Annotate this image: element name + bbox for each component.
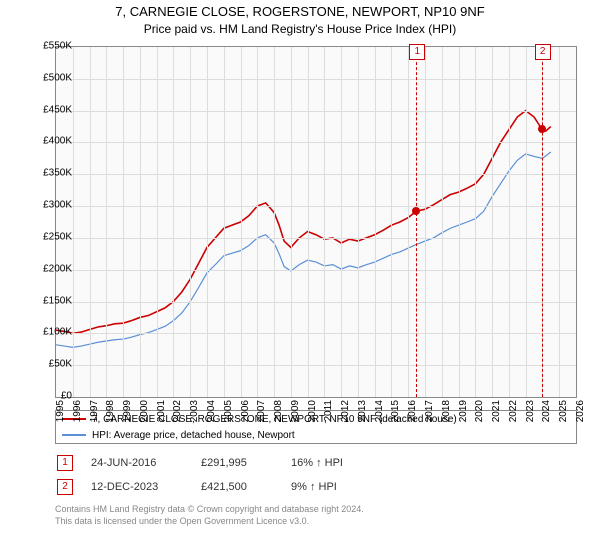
marker-dot xyxy=(538,125,546,133)
x-axis-label: 2006 xyxy=(240,400,251,440)
transaction-price: £291,995 xyxy=(201,457,291,469)
y-axis-label: £200K xyxy=(22,263,72,274)
x-axis-label: 2026 xyxy=(575,400,586,440)
y-axis-label: £450K xyxy=(22,104,72,115)
transaction-delta: 9% ↑ HPI xyxy=(291,481,381,493)
x-axis-label: 2013 xyxy=(357,400,368,440)
transaction-row: 1 24-JUN-2016 £291,995 16% ↑ HPI xyxy=(55,454,575,472)
footer-licence: This data is licensed under the Open Gov… xyxy=(55,516,575,527)
x-axis-label: 2024 xyxy=(541,400,552,440)
x-axis-label: 2019 xyxy=(458,400,469,440)
x-axis-label: 2002 xyxy=(172,400,183,440)
x-axis-label: 1997 xyxy=(89,400,100,440)
marker-box: 1 xyxy=(409,44,425,60)
marker-dot xyxy=(412,207,420,215)
x-axis-label: 2011 xyxy=(323,400,334,440)
transaction-row: 2 12-DEC-2023 £421,500 9% ↑ HPI xyxy=(55,478,575,496)
x-axis-label: 2005 xyxy=(223,400,234,440)
chart-container: { "title_line1": "7, CARNEGIE CLOSE, ROG… xyxy=(0,0,600,560)
x-axis-label: 2001 xyxy=(156,400,167,440)
marker-badge: 1 xyxy=(57,455,73,471)
y-axis-label: £100K xyxy=(22,327,72,338)
y-axis-label: £350K xyxy=(22,168,72,179)
x-axis-label: 2021 xyxy=(491,400,502,440)
transaction-price: £421,500 xyxy=(201,481,291,493)
line-chart-svg xyxy=(56,47,576,397)
x-axis-label: 1998 xyxy=(105,400,116,440)
x-axis-label: 2015 xyxy=(390,400,401,440)
marker-badge: 2 xyxy=(57,479,73,495)
plot-area: 12 xyxy=(55,46,577,398)
footer-copyright: Contains HM Land Registry data © Crown c… xyxy=(55,504,575,515)
x-axis-label: 2020 xyxy=(474,400,485,440)
y-axis-label: £50K xyxy=(22,359,72,370)
y-axis-label: £150K xyxy=(22,295,72,306)
chart-title-address: 7, CARNEGIE CLOSE, ROGERSTONE, NEWPORT, … xyxy=(0,4,600,19)
x-axis-label: 2007 xyxy=(256,400,267,440)
x-axis-label: 2023 xyxy=(525,400,536,440)
x-axis-label: 2018 xyxy=(441,400,452,440)
x-axis-label: 2004 xyxy=(206,400,217,440)
marker-box: 2 xyxy=(535,44,551,60)
transaction-date: 24-JUN-2016 xyxy=(91,457,201,469)
x-axis-label: 2025 xyxy=(558,400,569,440)
y-axis-label: £300K xyxy=(22,200,72,211)
x-axis-label: 1996 xyxy=(72,400,83,440)
y-axis-label: £500K xyxy=(22,72,72,83)
x-axis-label: 1999 xyxy=(122,400,133,440)
x-axis-label: 2010 xyxy=(307,400,318,440)
transaction-date: 12-DEC-2023 xyxy=(91,481,201,493)
x-axis-label: 2017 xyxy=(424,400,435,440)
x-axis-label: 2003 xyxy=(189,400,200,440)
y-axis-label: £250K xyxy=(22,231,72,242)
x-axis-label: 2016 xyxy=(407,400,418,440)
transaction-delta: 16% ↑ HPI xyxy=(291,457,381,469)
x-axis-label: 2000 xyxy=(139,400,150,440)
x-axis-label: 1995 xyxy=(55,400,66,440)
chart-subtitle: Price paid vs. HM Land Registry's House … xyxy=(0,22,600,36)
y-axis-label: £550K xyxy=(22,41,72,52)
x-axis-label: 2014 xyxy=(374,400,385,440)
x-axis-label: 2009 xyxy=(290,400,301,440)
x-axis-label: 2012 xyxy=(340,400,351,440)
y-axis-label: £400K xyxy=(22,136,72,147)
x-axis-label: 2022 xyxy=(508,400,519,440)
x-axis-label: 2008 xyxy=(273,400,284,440)
